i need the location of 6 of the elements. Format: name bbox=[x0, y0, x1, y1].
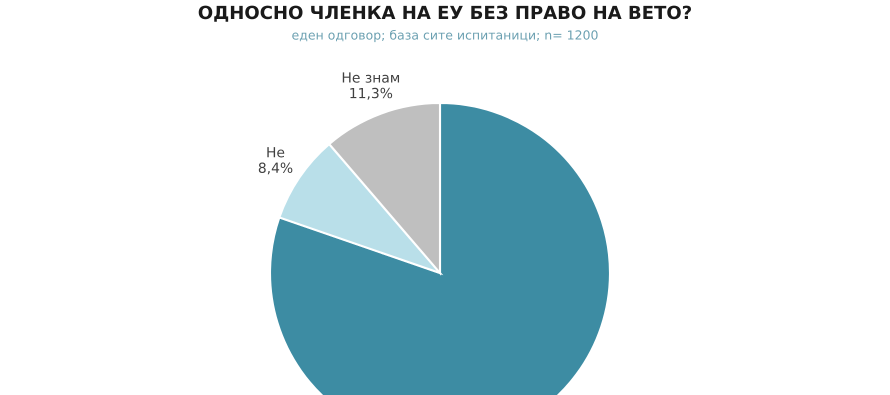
chart-title: ОДНОСНО ЧЛЕНКА НА ЕУ БЕЗ ПРАВО НА ВЕТО? bbox=[198, 6, 692, 22]
slice-label: Не bbox=[267, 147, 284, 158]
slice-label: Не знам bbox=[342, 72, 400, 83]
data-label: 8,4% bbox=[258, 162, 292, 174]
chart-subtitle: еден одговор; база сите испитаници; n= 1200 bbox=[292, 30, 598, 42]
data-label: 11,3% bbox=[350, 88, 392, 100]
